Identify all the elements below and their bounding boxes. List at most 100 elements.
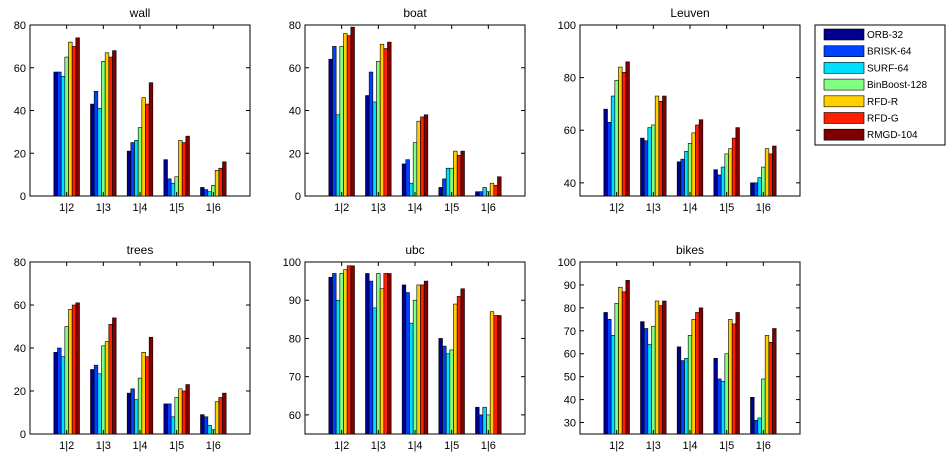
bar-rfd-g-1|2 <box>71 304 77 435</box>
bar-surf-64-1|4 <box>134 140 139 197</box>
bar-surf-64-1|5 <box>445 353 451 435</box>
bar-binboost-128-1|2 <box>339 273 344 435</box>
y-tick-label: 60 <box>14 300 26 312</box>
bar-rfd-g-1|4 <box>145 103 150 197</box>
bar-binboost-128-1|5 <box>724 353 729 435</box>
x-tick-label: 1|3 <box>371 202 386 214</box>
x-tick-label: 1|4 <box>132 440 147 452</box>
bar-rmgd-104-1|5 <box>735 312 740 435</box>
bar-surf-64-1|5 <box>170 416 176 435</box>
y-tick-label: 80 <box>289 20 301 32</box>
bar-orb-32-1|3 <box>640 321 645 435</box>
bar-brisk-64-1|6 <box>203 189 209 197</box>
bar-rmgd-104-1|6 <box>497 315 502 435</box>
bar-surf-64-1|6 <box>757 417 762 435</box>
legend-swatch-rfd-r <box>823 95 865 108</box>
x-tick-label: 1|6 <box>756 440 771 452</box>
bar-rfd-r-1|2 <box>68 308 73 435</box>
bar-rfd-r-1|6 <box>489 311 495 435</box>
bar-surf-64-1|4 <box>684 150 689 197</box>
x-tick-label: 1|5 <box>719 202 734 214</box>
bar-brisk-64-1|2 <box>332 273 337 435</box>
bar-surf-64-1|6 <box>207 191 212 197</box>
bar-rfd-r-1|3 <box>654 300 660 435</box>
bar-brisk-64-1|2 <box>57 347 62 435</box>
bar-orb-32-1|6 <box>200 414 205 435</box>
bar-rfd-r-1|2 <box>68 41 73 197</box>
bar-brisk-64-1|4 <box>680 158 685 197</box>
x-tick-label: 1|2 <box>59 202 74 214</box>
bar-rfd-g-1|4 <box>695 312 700 435</box>
y-tick-label: 100 <box>558 257 576 269</box>
bar-rmgd-104-1|4 <box>423 280 429 435</box>
bar-binboost-128-1|4 <box>412 299 418 435</box>
legend-label: BinBoost-128 <box>867 80 927 91</box>
bar-rmgd-104-1|4 <box>148 336 154 435</box>
bar-rfd-g-1|3 <box>658 305 663 435</box>
y-tick-label: 100 <box>283 257 301 269</box>
bar-surf-64-1|6 <box>757 177 762 197</box>
bar-orb-32-1|3 <box>90 103 95 197</box>
bar-brisk-64-1|2 <box>332 46 337 197</box>
bar-rmgd-104-1|6 <box>497 176 502 197</box>
x-tick-label: 1|2 <box>59 440 74 452</box>
bar-rfd-r-1|3 <box>104 341 110 435</box>
bar-rfd-r-1|3 <box>654 95 660 197</box>
subplot-wall: wall 0 20 40 60 80 1|2 1|3 1|4 1|5 1|6 <box>14 6 251 214</box>
bar-brisk-64-1|4 <box>130 142 135 197</box>
x-tick-label: 1|4 <box>407 202 422 214</box>
bar-surf-64-1|4 <box>409 322 414 435</box>
bar-binboost-128-1|3 <box>376 61 381 197</box>
x-tick-label: 1|5 <box>444 440 459 452</box>
bar-rfd-g-1|3 <box>383 273 388 435</box>
x-tick-label: 1|3 <box>646 440 661 452</box>
x-tick-label: 1|5 <box>169 202 184 214</box>
bar-rmgd-104-1|3 <box>112 50 117 197</box>
bar-binboost-128-1|5 <box>724 153 729 197</box>
bar-brisk-64-1|3 <box>643 328 649 435</box>
bar-rfd-r-1|6 <box>764 335 770 435</box>
bar-surf-64-1|2 <box>610 335 616 435</box>
bar-brisk-64-1|6 <box>478 191 484 197</box>
bar-binboost-128-1|3 <box>101 61 106 197</box>
x-tick-label: 1|6 <box>481 202 496 214</box>
bar-binboost-128-1|2 <box>614 79 619 197</box>
bar-surf-64-1|5 <box>720 166 726 197</box>
bar-rfd-g-1|2 <box>346 35 352 197</box>
y-tick-label: 50 <box>564 372 576 384</box>
bar-rmgd-104-1|6 <box>772 145 777 197</box>
bar-rfd-r-1|6 <box>489 182 495 197</box>
bar-surf-64-1|6 <box>482 406 487 435</box>
bar-rfd-g-1|4 <box>695 124 700 197</box>
bar-rfd-g-1|6 <box>493 315 498 435</box>
bar-rfd-g-1|5 <box>181 142 187 197</box>
bar-rmgd-104-1|3 <box>662 300 667 435</box>
x-tick-label: 1|2 <box>609 440 624 452</box>
bar-orb-32-1|2 <box>328 58 333 197</box>
y-tick-label: 40 <box>289 106 301 118</box>
bar-brisk-64-1|4 <box>405 159 410 197</box>
bar-rfd-r-1|4 <box>416 284 421 435</box>
bar-surf-64-1|4 <box>684 358 689 435</box>
bar-rfd-r-1|5 <box>453 150 458 197</box>
bar-brisk-64-1|4 <box>405 292 410 435</box>
y-tick-label: 90 <box>289 295 301 307</box>
bar-rfd-g-1|4 <box>420 284 425 435</box>
y-tick-label: 0 <box>20 191 26 203</box>
bar-rmgd-104-1|5 <box>460 288 465 435</box>
bar-rmgd-104-1|4 <box>698 119 704 197</box>
bar-orb-32-1|4 <box>676 161 682 197</box>
bar-rfd-r-1|5 <box>178 388 183 435</box>
legend-label: ORB-32 <box>867 30 904 41</box>
bar-rfd-r-1|3 <box>379 288 385 435</box>
bar-brisk-64-1|3 <box>368 71 374 197</box>
x-tick-label: 1|2 <box>334 440 349 452</box>
bar-rfd-g-1|6 <box>218 167 223 197</box>
bar-orb-32-1|6 <box>475 191 480 197</box>
subplot-title: trees <box>127 243 154 257</box>
bar-surf-64-1|5 <box>720 380 726 435</box>
legend-swatch-surf-64 <box>823 62 865 74</box>
y-tick-label: 40 <box>14 343 26 355</box>
bar-binboost-128-1|3 <box>651 325 656 435</box>
bar-binboost-128-1|4 <box>137 377 143 435</box>
